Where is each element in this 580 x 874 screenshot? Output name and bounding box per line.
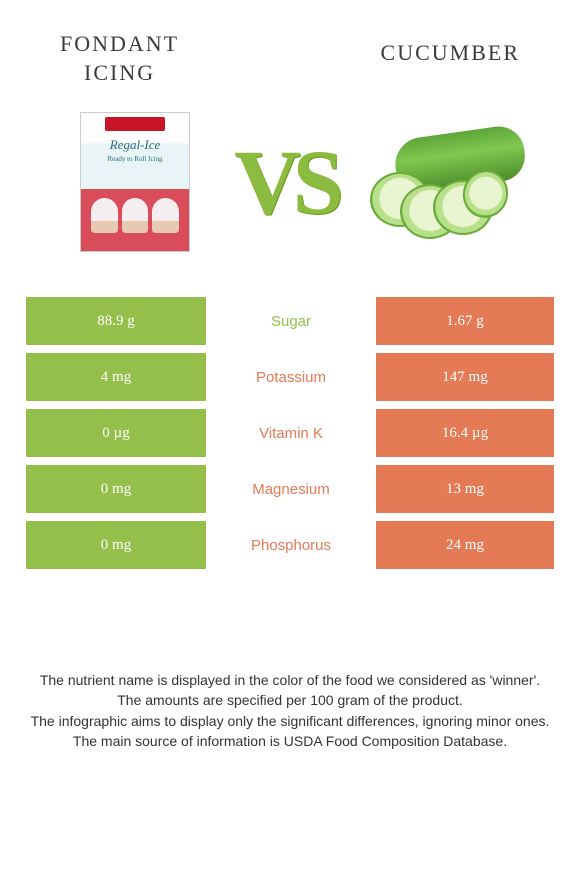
- left-value: 4 mg: [26, 353, 206, 401]
- fondant-package-icon: Regal-Ice Ready to Roll Icing: [80, 112, 190, 252]
- cucumber-image: [370, 107, 530, 257]
- footer-line-2: The amounts are specified per 100 gram o…: [30, 690, 550, 710]
- right-value: 24 mg: [376, 521, 554, 569]
- footer-line-4: The main source of information is USDA F…: [30, 731, 550, 751]
- left-value: 0 mg: [26, 465, 206, 513]
- right-value: 147 mg: [376, 353, 554, 401]
- fondant-image: Regal-Ice Ready to Roll Icing: [70, 107, 200, 257]
- images-row: Regal-Ice Ready to Roll Icing VS: [0, 87, 580, 287]
- left-value: 88.9 g: [26, 297, 206, 345]
- table-row: 0 µgVitamin K16.4 µg: [26, 409, 554, 457]
- package-brand: Regal-Ice: [81, 137, 189, 153]
- header: Fondant icing Cucumber: [0, 0, 580, 87]
- vs-label: VS: [234, 129, 336, 235]
- footer-notes: The nutrient name is displayed in the co…: [0, 670, 580, 751]
- right-value: 1.67 g: [376, 297, 554, 345]
- right-value: 13 mg: [376, 465, 554, 513]
- right-value: 16.4 µg: [376, 409, 554, 457]
- package-subtext: Ready to Roll Icing: [81, 155, 189, 163]
- nutrient-label: Vitamin K: [206, 409, 376, 457]
- title-cucumber: Cucumber: [381, 40, 520, 66]
- left-value: 0 mg: [26, 521, 206, 569]
- title-fondant: Fondant icing: [60, 30, 179, 87]
- table-row: 4 mgPotassium147 mg: [26, 353, 554, 401]
- nutrient-label: Phosphorus: [206, 521, 376, 569]
- nutrient-label: Sugar: [206, 297, 376, 345]
- table-row: 0 mgPhosphorus24 mg: [26, 521, 554, 569]
- cucumber-icon: [375, 122, 525, 242]
- table-row: 88.9 gSugar1.67 g: [26, 297, 554, 345]
- footer-line-3: The infographic aims to display only the…: [30, 711, 550, 731]
- footer-line-1: The nutrient name is displayed in the co…: [30, 670, 550, 690]
- table-row: 0 mgMagnesium13 mg: [26, 465, 554, 513]
- title-left-line2: icing: [84, 60, 155, 85]
- cupcakes-icon: [91, 178, 179, 233]
- nutrient-label: Magnesium: [206, 465, 376, 513]
- left-value: 0 µg: [26, 409, 206, 457]
- nutrient-label: Potassium: [206, 353, 376, 401]
- title-left-line1: Fondant: [60, 31, 179, 56]
- comparison-table: 88.9 gSugar1.67 g 4 mgPotassium147 mg 0 µg…: [26, 297, 554, 569]
